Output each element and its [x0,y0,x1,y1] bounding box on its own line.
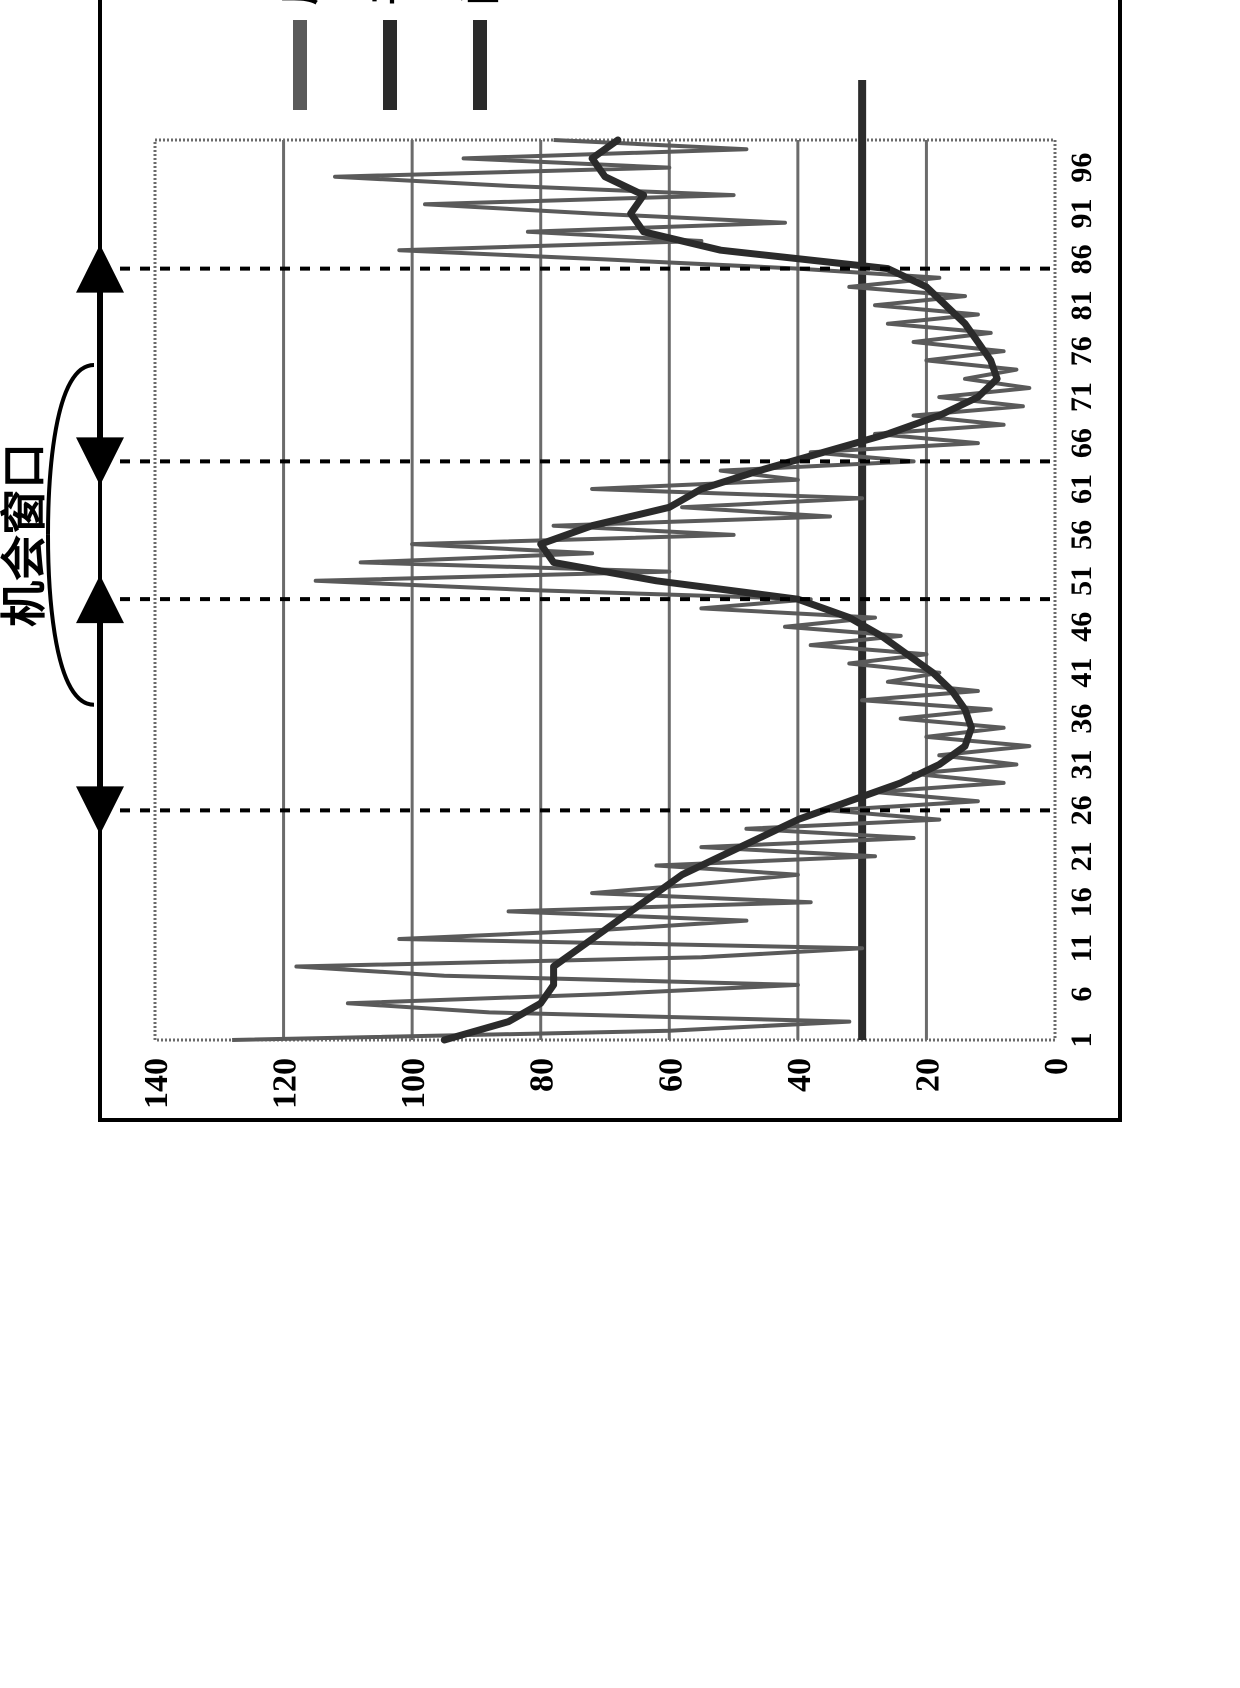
x-axis-labels: 16111621263136414651566166717681869196 [1065,153,1098,1048]
window-leader [48,535,94,705]
x-tick-label: 66 [1065,428,1098,458]
x-tick-label: 1 [1065,1033,1098,1048]
x-tick-label: 71 [1065,382,1098,412]
x-tick-label: 16 [1065,887,1098,917]
x-tick-label: 51 [1065,566,1098,596]
x-tick-label: 31 [1065,749,1098,779]
legend: 原主机读速率 (MBps) 平均主机读速率 (MBps) 阈值 [278,0,503,110]
gridlines [284,140,927,1040]
x-tick-label: 41 [1065,658,1098,688]
x-tick-label: 91 [1065,198,1098,228]
window-leader [48,365,94,535]
windows-title: 机会窗口 [0,443,50,627]
x-tick-label: 11 [1065,934,1098,962]
legend-raw-label: 原主机读速率 (MBps) [278,0,323,5]
legend-avg-label: 平均主机读速率 (MBps) [368,0,413,5]
y-tick-label: 100 [395,1058,432,1109]
y-tick-label: 40 [781,1058,818,1092]
y-tick-label: 60 [652,1058,689,1092]
y-tick-label: 140 [138,1058,175,1109]
legend-threshold-label: 阈值 [458,0,503,5]
x-tick-label: 61 [1065,474,1098,504]
y-tick-label: 20 [909,1058,946,1092]
x-tick-label: 6 [1065,987,1098,1002]
x-tick-label: 46 [1065,612,1098,642]
x-tick-label: 56 [1065,520,1098,550]
raw-series-line [232,140,1029,1040]
y-tick-label: 0 [1038,1058,1075,1075]
x-tick-label: 26 [1065,795,1098,825]
x-tick-label: 76 [1065,336,1098,366]
x-tick-label: 21 [1065,841,1098,871]
x-tick-label: 81 [1065,290,1098,320]
x-tick-label: 86 [1065,244,1098,274]
x-tick-label: 96 [1065,153,1098,183]
y-tick-label: 120 [267,1058,304,1109]
chart-svg: 020406080100120140 161116212631364146515… [0,0,1240,1240]
x-tick-label: 36 [1065,704,1098,734]
y-tick-label: 80 [524,1058,561,1092]
y-axis-labels: 0 20 40 60 80 100 120 140 [138,1058,1075,1109]
